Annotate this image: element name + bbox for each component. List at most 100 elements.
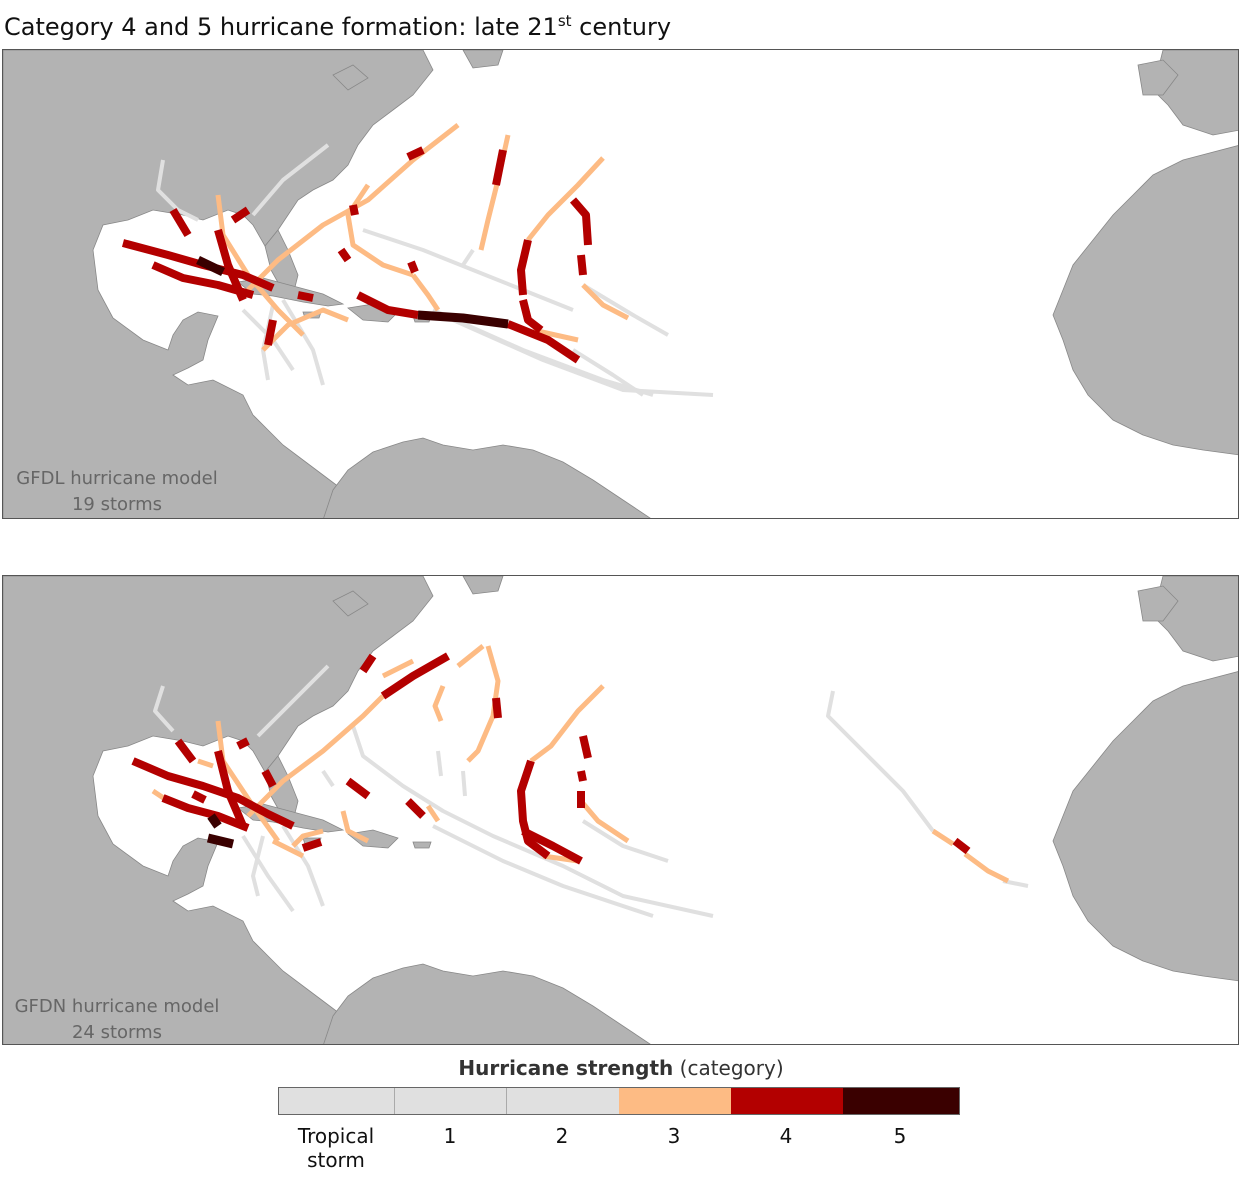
- storm-track: [826, 690, 935, 833]
- map-panel-gfdl: GFDL hurricane model 19 storms: [2, 49, 1239, 519]
- panel-label-gfdn: GFDN hurricane model 24 storms: [7, 994, 227, 1044]
- storm-track: [174, 738, 197, 764]
- storm-track: [452, 318, 714, 397]
- storm-count: 19 storms: [71, 494, 163, 515]
- storm-track: [577, 770, 587, 782]
- storm-track: [436, 750, 443, 777]
- storm-track: [321, 769, 335, 788]
- storm-track: [579, 799, 630, 844]
- newfoundland-land: [462, 50, 504, 69]
- iberia-land: [1137, 585, 1179, 622]
- storm-track: [281, 824, 325, 907]
- storm-track: [581, 283, 630, 321]
- map-svg-gfdn: [3, 576, 1238, 1044]
- legend-title: Hurricane strength (category): [458, 1056, 784, 1080]
- land-layer: [3, 50, 1238, 518]
- storm-track: [214, 228, 247, 302]
- storm-track: [581, 819, 669, 863]
- storm-track: [291, 828, 324, 848]
- storm-track: [256, 664, 330, 738]
- storm-track: [271, 838, 305, 859]
- africa-land: [1052, 671, 1238, 982]
- storm-track: [952, 837, 971, 855]
- storm-track: [349, 204, 359, 216]
- storm-tracks: [131, 644, 1029, 918]
- storm-track: [301, 838, 323, 852]
- legend-swatch-1: [395, 1088, 507, 1114]
- storm-track: [131, 757, 295, 830]
- storm-track: [281, 298, 325, 386]
- nova-scotia-land: [332, 590, 369, 617]
- iberia-land: [1137, 59, 1179, 96]
- storm-track: [405, 798, 426, 819]
- north-america-land: [3, 50, 434, 518]
- storm-track: [417, 310, 509, 329]
- storm-track: [432, 824, 654, 918]
- newfoundland-land: [462, 576, 504, 595]
- storm-track: [264, 319, 277, 346]
- legend-swatch-4: [731, 1088, 843, 1114]
- florida-land: [264, 229, 299, 296]
- storm-track: [215, 720, 281, 843]
- storm-track: [506, 320, 581, 364]
- north-america-land: [3, 576, 434, 1044]
- storm-tracks: [121, 123, 714, 397]
- storm-track: [351, 725, 714, 918]
- storm-track: [579, 735, 592, 759]
- storm-track: [492, 149, 507, 186]
- storm-track: [381, 658, 415, 679]
- storm-track: [236, 737, 250, 750]
- storm-track: [340, 810, 370, 844]
- puerto-rico-land: [412, 841, 432, 849]
- storm-track: [461, 770, 467, 797]
- chart-title: Category 4 and 5 hurricane formation: la…: [4, 12, 672, 41]
- storm-track: [517, 239, 532, 296]
- storm-track: [406, 146, 425, 161]
- storm-track: [345, 183, 414, 278]
- storm-track: [569, 197, 592, 246]
- legend-label-3: 3: [667, 1124, 681, 1148]
- legend-label-4: 4: [779, 1124, 793, 1148]
- storm-track: [529, 684, 605, 763]
- legend-label-5: 5: [893, 1124, 907, 1148]
- storm-track: [345, 777, 371, 800]
- storm-track: [517, 759, 551, 860]
- panel-label-gfdl: GFDL hurricane model 19 storms: [7, 466, 227, 518]
- storm-track: [407, 260, 419, 274]
- legend-swatch-3: [619, 1088, 731, 1114]
- legend-swatch-2: [507, 1088, 619, 1114]
- storm-track: [571, 348, 645, 397]
- storm-track: [156, 159, 199, 222]
- storm-track: [196, 255, 225, 277]
- storm-track: [261, 307, 349, 352]
- south-america-land: [323, 963, 651, 1044]
- storm-track: [581, 283, 669, 337]
- africa-land: [1052, 145, 1238, 456]
- model-name: GFDN hurricane model: [14, 996, 220, 1017]
- storm-track: [492, 697, 502, 719]
- map-svg-gfdl: [3, 50, 1238, 518]
- legend-color-bar: [278, 1087, 960, 1115]
- storm-track: [519, 299, 544, 334]
- land-layer: [3, 576, 1238, 1044]
- storm-track: [246, 694, 385, 818]
- storm-track: [456, 644, 485, 668]
- storm-track: [191, 790, 207, 804]
- legend-label-2: 2: [555, 1124, 569, 1148]
- storm-track: [963, 851, 1010, 884]
- storm-track: [197, 758, 214, 769]
- storm-track: [526, 156, 605, 242]
- storm-track: [153, 685, 175, 733]
- storm-track: [297, 291, 314, 302]
- legend-swatch-5: [843, 1088, 959, 1114]
- storm-track: [251, 835, 265, 897]
- storm-track: [931, 828, 955, 847]
- storm-track: [207, 813, 222, 829]
- storm-track: [521, 827, 583, 865]
- storm-track: [380, 652, 450, 700]
- storm-track: [432, 685, 446, 722]
- florida-land: [264, 755, 299, 822]
- storm-track: [169, 207, 192, 238]
- south-america-land: [323, 437, 651, 518]
- storm-track: [251, 143, 330, 217]
